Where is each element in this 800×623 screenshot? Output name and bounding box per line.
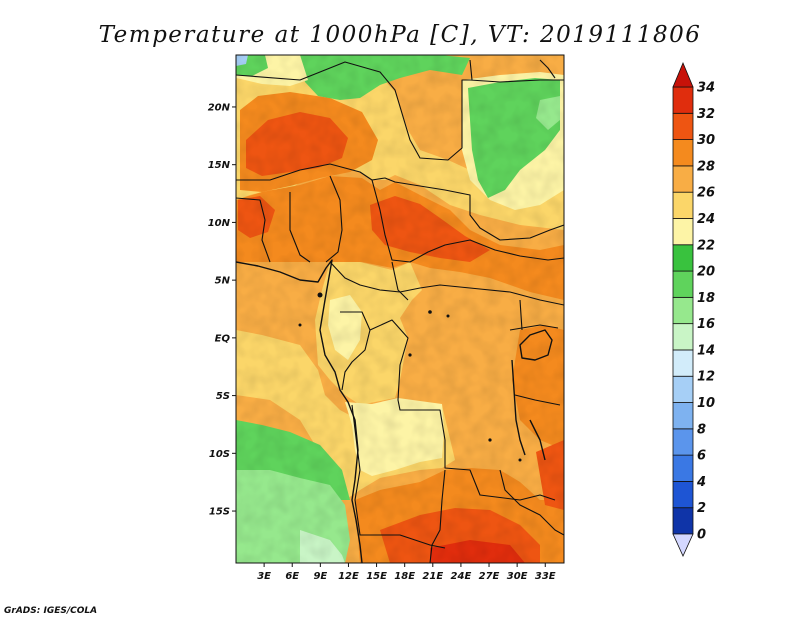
lat-tick-label: 15S — [209, 507, 230, 518]
lon-tick-label: 30E — [507, 571, 528, 582]
colorbar-level-label: 18 — [697, 291, 715, 306]
colorbar-level-label: 28 — [697, 159, 715, 174]
colorbar-bin — [672, 481, 694, 509]
colorbar-over-triangle — [672, 61, 694, 88]
map-frame — [235, 54, 565, 564]
lat-tick-label: 10S — [209, 449, 230, 460]
lon-tick-label: 24E — [451, 571, 472, 582]
field-texture — [236, 55, 564, 563]
chart-title: Temperature at 1000hPa [C], VT: 20191118… — [99, 22, 702, 48]
lat-tick-label: EQ — [215, 333, 231, 344]
lat-tick-label: 10N — [208, 218, 231, 229]
colorbar-under-triangle — [672, 533, 694, 557]
lon-tick-label: 18E — [394, 571, 415, 582]
colorbar-level-label: 0 — [697, 528, 706, 543]
colorbar-bin — [672, 402, 694, 430]
lat-tick-label: 20N — [208, 102, 231, 113]
lon-tick-label: 3E — [257, 571, 271, 582]
longitude-tick-labels: 3E 6E 9E 12E 15E 18E 21E 24E 27E 30E 33E — [257, 563, 556, 582]
lon-tick-label: 9E — [313, 571, 327, 582]
colorbar-bin — [672, 218, 694, 246]
colorbar-bin — [672, 86, 694, 114]
colorbar-bin — [672, 428, 694, 456]
colorbar-bin — [672, 191, 694, 219]
lon-tick-label: 33E — [535, 571, 556, 582]
colorbar-level-label: 30 — [697, 133, 715, 148]
colorbar-bin — [672, 349, 694, 377]
colorbar-bin — [672, 454, 694, 482]
colorbar-bin — [672, 507, 694, 535]
colorbar-level-label: 12 — [697, 370, 715, 385]
colorbar-bin — [672, 244, 694, 272]
latitude-tick-labels: 20N 15N 10N 5N EQ 5S 10S 15S — [208, 102, 236, 518]
grads-credit: GrADS: IGES/COLA — [4, 606, 97, 616]
colorbar-level-label: 24 — [697, 212, 715, 227]
lake-marks — [298, 292, 522, 462]
lat-tick-label: 5N — [215, 276, 231, 287]
colorbar-level-label: 32 — [697, 107, 715, 122]
colorbar-level-label: 6 — [697, 449, 706, 464]
colorbar-level-label: 10 — [697, 396, 715, 411]
colorbar-level-label: 22 — [697, 238, 715, 253]
coastline-west-africa — [236, 259, 363, 563]
colorbar-level-label: 20 — [697, 265, 715, 280]
colorbar-bin — [672, 296, 694, 325]
lat-tick-label: 15N — [208, 160, 231, 171]
colorbar-level-label: 26 — [697, 186, 715, 201]
colorbar-level-label: 16 — [697, 317, 715, 332]
colorbar-bin — [672, 270, 694, 298]
lon-tick-label: 12E — [338, 571, 359, 582]
colorbar-level-label: 8 — [697, 422, 706, 437]
lon-tick-label: 27E — [479, 571, 500, 582]
colorbar-bin — [672, 139, 694, 167]
temperature-map-panel — [236, 55, 564, 563]
colorbar-bin — [672, 112, 694, 140]
lon-tick-label: 6E — [285, 571, 299, 582]
country-borders — [236, 59, 564, 563]
lon-tick-label: 15E — [366, 571, 387, 582]
lat-tick-label: 5S — [216, 391, 230, 402]
colorbar-bin — [672, 323, 694, 351]
colorbar-bin — [672, 375, 694, 403]
colorbar-level-label: 34 — [697, 81, 715, 96]
lon-tick-label: 21E — [422, 571, 443, 582]
colorbar-bin — [672, 165, 694, 193]
colorbar-level-label: 4 — [696, 475, 706, 490]
coastline-east-lakes — [511, 329, 553, 461]
colorbar-level-label: 2 — [697, 501, 706, 516]
colorbar-level-label: 14 — [697, 343, 715, 358]
